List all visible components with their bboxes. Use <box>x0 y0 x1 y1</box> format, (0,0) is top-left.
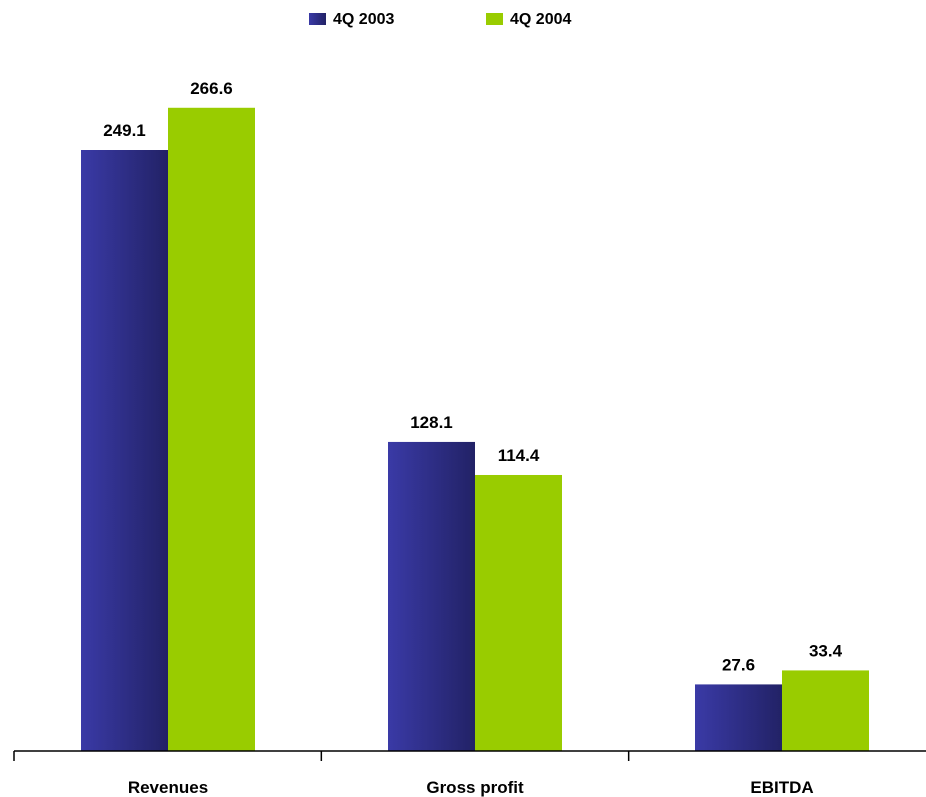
bar-4q-2003-revenues <box>81 150 168 751</box>
bar-4q-2003-ebitda <box>695 684 782 751</box>
value-label-4q-2003-gross-profit: 128.1 <box>410 413 453 432</box>
bars-group <box>81 107 869 751</box>
bar-4q-2004-ebitda <box>782 670 869 751</box>
x-axis-ticks <box>13 751 630 761</box>
value-labels-group: 249.1 128.1 27.6 266.6 114.4 33.4 <box>103 79 842 675</box>
x-axis-labels: Revenues Gross profit EBITDA <box>128 778 814 797</box>
value-label-4q-2004-ebitda: 33.4 <box>809 641 843 660</box>
category-label-revenues: Revenues <box>128 778 208 797</box>
legend-label-4q-2003: 4Q 2003 <box>333 11 394 28</box>
bar-4q-2004-revenues <box>168 107 255 751</box>
legend-label-4q-2004: 4Q 2004 <box>510 11 571 28</box>
legend: 4Q 2003 4Q 2004 <box>309 11 571 28</box>
legend-swatch-4q-2003 <box>309 13 326 25</box>
legend-swatch-4q-2004 <box>486 13 503 25</box>
bar-4q-2004-gross-profit <box>475 474 562 751</box>
category-label-gross-profit: Gross profit <box>426 778 524 797</box>
value-label-4q-2003-revenues: 249.1 <box>103 121 146 140</box>
x-axis: Revenues Gross profit EBITDA <box>13 750 926 797</box>
value-label-4q-2003-ebitda: 27.6 <box>722 655 755 674</box>
category-label-ebitda: EBITDA <box>750 778 813 797</box>
value-label-4q-2004-gross-profit: 114.4 <box>498 446 540 465</box>
bar-4q-2003-gross-profit <box>388 441 475 751</box>
value-label-4q-2004-revenues: 266.6 <box>190 79 233 98</box>
